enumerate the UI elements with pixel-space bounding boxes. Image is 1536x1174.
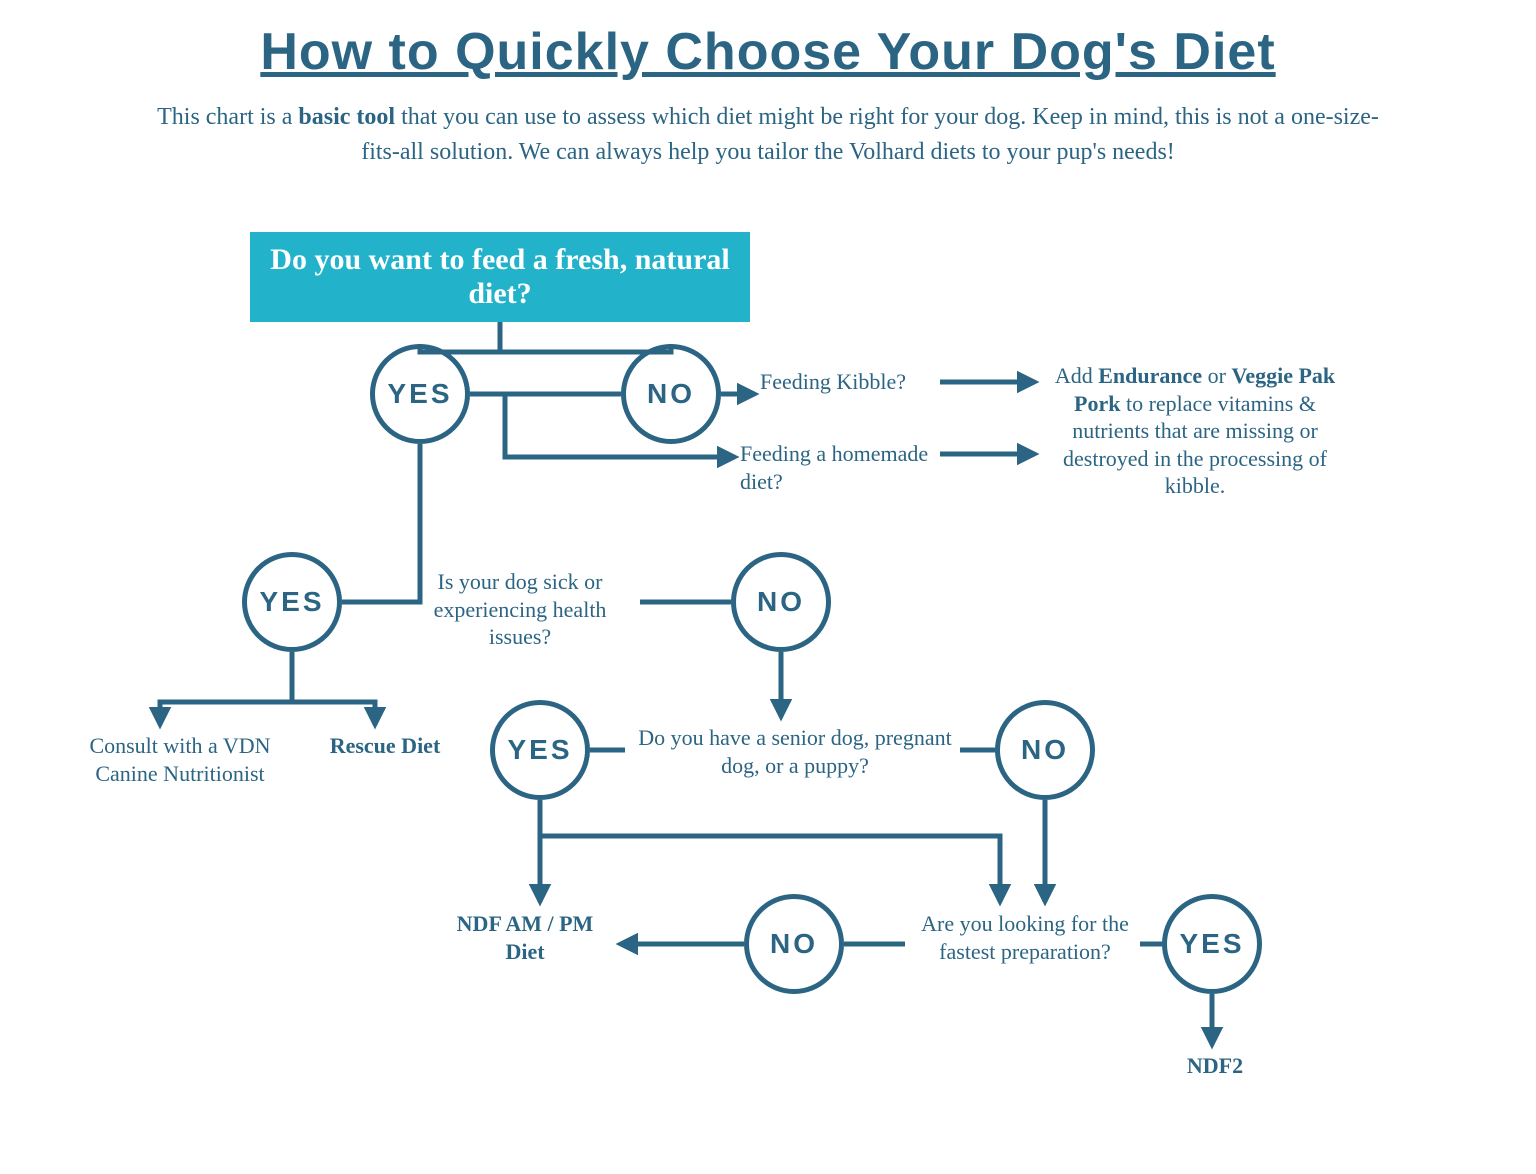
no-4-circle: NO bbox=[744, 894, 844, 994]
yes-1-circle: YES bbox=[370, 344, 470, 444]
no-4-label: NO bbox=[770, 928, 818, 960]
endurance-bold-1: Endurance bbox=[1098, 363, 1202, 388]
no-2-circle: NO bbox=[731, 552, 831, 652]
subtitle-bold: basic tool bbox=[298, 104, 395, 130]
endurance-pre: Add bbox=[1055, 363, 1098, 388]
yes-4-label: YES bbox=[1179, 928, 1244, 960]
subtitle: This chart is a basic tool that you can … bbox=[138, 100, 1398, 170]
yes-3-label: YES bbox=[507, 734, 572, 766]
feeding-kibble-question: Feeding Kibble? bbox=[760, 368, 940, 396]
yes-3-circle: YES bbox=[490, 700, 590, 800]
no-1-label: NO bbox=[647, 378, 695, 410]
consult-nutritionist-result: Consult with a VDN Canine Nutritionist bbox=[80, 732, 280, 787]
endurance-mid: or bbox=[1202, 363, 1231, 388]
subtitle-post: that you can use to assess which diet mi… bbox=[361, 104, 1379, 165]
senior-puppy-question: Do you have a senior dog, pregnant dog, … bbox=[630, 724, 960, 779]
subtitle-pre: This chart is a bbox=[157, 104, 298, 130]
fastest-prep-question: Are you looking for the fastest preparat… bbox=[910, 910, 1140, 965]
ndf-ampm-result: NDF AM / PM Diet bbox=[450, 910, 600, 965]
no-2-label: NO bbox=[757, 586, 805, 618]
yes-1-label: YES bbox=[387, 378, 452, 410]
no-1-circle: NO bbox=[621, 344, 721, 444]
start-question-text: Do you want to feed a fresh, natural die… bbox=[268, 243, 732, 312]
endurance-recommendation: Add Endurance or Veggie Pak Pork to repl… bbox=[1040, 362, 1350, 500]
feeding-homemade-question: Feeding a homemade diet? bbox=[740, 440, 960, 495]
ndf2-result: NDF2 bbox=[1170, 1052, 1260, 1080]
yes-2-circle: YES bbox=[242, 552, 342, 652]
rescue-diet-result: Rescue Diet bbox=[320, 732, 450, 760]
page-title: How to Quickly Choose Your Dog's Diet bbox=[0, 22, 1536, 82]
sick-question: Is your dog sick or experiencing health … bbox=[400, 568, 640, 651]
no-3-circle: NO bbox=[995, 700, 1095, 800]
yes-4-circle: YES bbox=[1162, 894, 1262, 994]
start-question-box: Do you want to feed a fresh, natural die… bbox=[250, 232, 750, 322]
yes-2-label: YES bbox=[259, 586, 324, 618]
no-3-label: NO bbox=[1021, 734, 1069, 766]
